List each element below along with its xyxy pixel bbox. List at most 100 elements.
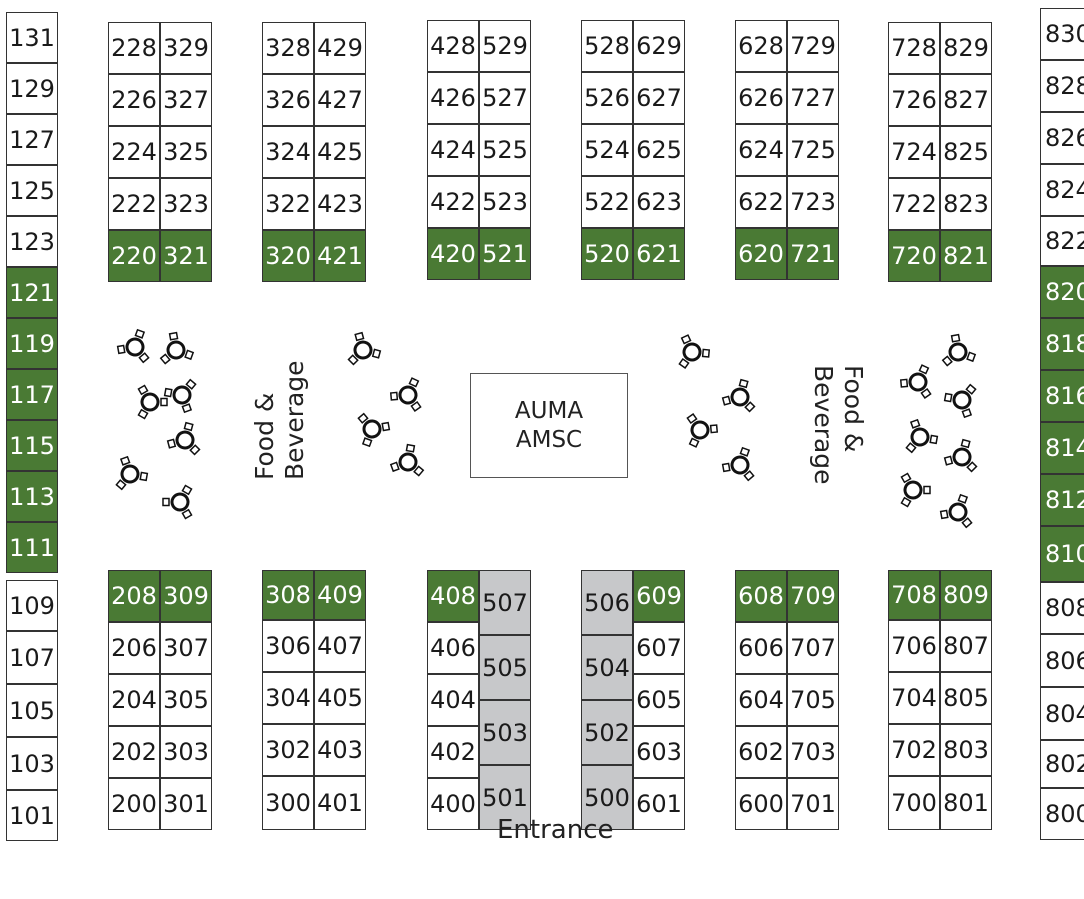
booth-808[interactable]: 808 <box>1040 582 1084 634</box>
booth-426[interactable]: 426 <box>427 72 479 124</box>
booth-121[interactable]: 121 <box>6 267 58 318</box>
booth-601[interactable]: 601 <box>633 778 685 830</box>
booth-127[interactable]: 127 <box>6 114 58 165</box>
booth-824[interactable]: 824 <box>1040 164 1084 216</box>
booth-408[interactable]: 408 <box>427 570 479 622</box>
booth-704[interactable]: 704 <box>888 672 940 724</box>
booth-527[interactable]: 527 <box>479 72 531 124</box>
booth-506[interactable]: 506 <box>581 570 633 635</box>
booth-507[interactable]: 507 <box>479 570 531 635</box>
booth-222[interactable]: 222 <box>108 178 160 230</box>
booth-624[interactable]: 624 <box>735 124 787 176</box>
booth-323[interactable]: 323 <box>160 178 212 230</box>
booth-816[interactable]: 816 <box>1040 370 1084 422</box>
booth-304[interactable]: 304 <box>262 672 314 724</box>
booth-822[interactable]: 822 <box>1040 216 1084 266</box>
booth-629[interactable]: 629 <box>633 20 685 72</box>
booth-623[interactable]: 623 <box>633 176 685 228</box>
booth-627[interactable]: 627 <box>633 72 685 124</box>
booth-403[interactable]: 403 <box>314 724 366 776</box>
booth-728[interactable]: 728 <box>888 22 940 74</box>
booth-109[interactable]: 109 <box>6 580 58 631</box>
booth-220[interactable]: 220 <box>108 230 160 282</box>
booth-101[interactable]: 101 <box>6 790 58 841</box>
booth-606[interactable]: 606 <box>735 622 787 674</box>
booth-503[interactable]: 503 <box>479 700 531 765</box>
booth-125[interactable]: 125 <box>6 165 58 216</box>
booth-406[interactable]: 406 <box>427 622 479 674</box>
booth-829[interactable]: 829 <box>940 22 992 74</box>
booth-103[interactable]: 103 <box>6 737 58 790</box>
booth-602[interactable]: 602 <box>735 726 787 778</box>
booth-524[interactable]: 524 <box>581 124 633 176</box>
booth-604[interactable]: 604 <box>735 674 787 726</box>
booth-818[interactable]: 818 <box>1040 318 1084 370</box>
booth-823[interactable]: 823 <box>940 178 992 230</box>
booth-723[interactable]: 723 <box>787 176 839 228</box>
booth-603[interactable]: 603 <box>633 726 685 778</box>
booth-830[interactable]: 830 <box>1040 8 1084 60</box>
booth-725[interactable]: 725 <box>787 124 839 176</box>
booth-428[interactable]: 428 <box>427 20 479 72</box>
booth-224[interactable]: 224 <box>108 126 160 178</box>
booth-204[interactable]: 204 <box>108 674 160 726</box>
booth-708[interactable]: 708 <box>888 570 940 620</box>
booth-115[interactable]: 115 <box>6 420 58 471</box>
booth-828[interactable]: 828 <box>1040 60 1084 112</box>
booth-810[interactable]: 810 <box>1040 526 1084 582</box>
booth-526[interactable]: 526 <box>581 72 633 124</box>
booth-322[interactable]: 322 <box>262 178 314 230</box>
booth-800[interactable]: 800 <box>1040 788 1084 840</box>
booth-324[interactable]: 324 <box>262 126 314 178</box>
booth-502[interactable]: 502 <box>581 700 633 765</box>
booth-123[interactable]: 123 <box>6 216 58 267</box>
booth-308[interactable]: 308 <box>262 570 314 620</box>
booth-300[interactable]: 300 <box>262 776 314 830</box>
booth-501[interactable]: 501 <box>479 765 531 830</box>
booth-621[interactable]: 621 <box>633 228 685 280</box>
booth-208[interactable]: 208 <box>108 570 160 622</box>
booth-801[interactable]: 801 <box>940 776 992 830</box>
booth-520[interactable]: 520 <box>581 228 633 280</box>
booth-826[interactable]: 826 <box>1040 112 1084 164</box>
booth-119[interactable]: 119 <box>6 318 58 369</box>
booth-804[interactable]: 804 <box>1040 687 1084 740</box>
booth-821[interactable]: 821 <box>940 230 992 282</box>
booth-522[interactable]: 522 <box>581 176 633 228</box>
booth-105[interactable]: 105 <box>6 684 58 737</box>
booth-504[interactable]: 504 <box>581 635 633 700</box>
booth-405[interactable]: 405 <box>314 672 366 724</box>
booth-202[interactable]: 202 <box>108 726 160 778</box>
booth-626[interactable]: 626 <box>735 72 787 124</box>
booth-528[interactable]: 528 <box>581 20 633 72</box>
booth-803[interactable]: 803 <box>940 724 992 776</box>
booth-400[interactable]: 400 <box>427 778 479 830</box>
booth-321[interactable]: 321 <box>160 230 212 282</box>
booth-809[interactable]: 809 <box>940 570 992 620</box>
booth-325[interactable]: 325 <box>160 126 212 178</box>
booth-825[interactable]: 825 <box>940 126 992 178</box>
booth-620[interactable]: 620 <box>735 228 787 280</box>
booth-402[interactable]: 402 <box>427 726 479 778</box>
booth-722[interactable]: 722 <box>888 178 940 230</box>
booth-709[interactable]: 709 <box>787 570 839 622</box>
booth-625[interactable]: 625 <box>633 124 685 176</box>
booth-401[interactable]: 401 <box>314 776 366 830</box>
booth-328[interactable]: 328 <box>262 22 314 74</box>
booth-505[interactable]: 505 <box>479 635 531 700</box>
booth-228[interactable]: 228 <box>108 22 160 74</box>
booth-802[interactable]: 802 <box>1040 740 1084 788</box>
booth-301[interactable]: 301 <box>160 778 212 830</box>
booth-427[interactable]: 427 <box>314 74 366 126</box>
booth-326[interactable]: 326 <box>262 74 314 126</box>
booth-703[interactable]: 703 <box>787 726 839 778</box>
booth-306[interactable]: 306 <box>262 620 314 672</box>
booth-827[interactable]: 827 <box>940 74 992 126</box>
booth-726[interactable]: 726 <box>888 74 940 126</box>
booth-131[interactable]: 131 <box>6 12 58 63</box>
booth-724[interactable]: 724 <box>888 126 940 178</box>
booth-700[interactable]: 700 <box>888 776 940 830</box>
booth-422[interactable]: 422 <box>427 176 479 228</box>
booth-707[interactable]: 707 <box>787 622 839 674</box>
booth-226[interactable]: 226 <box>108 74 160 126</box>
